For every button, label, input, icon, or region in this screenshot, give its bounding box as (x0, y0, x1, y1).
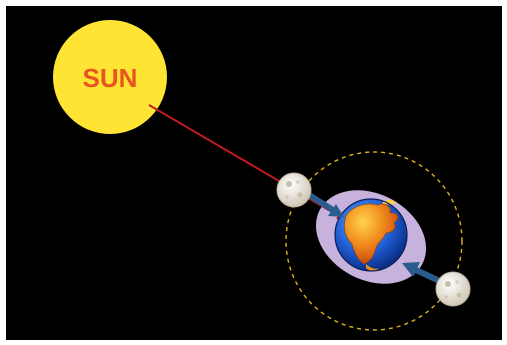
moon-icon (435, 271, 471, 307)
earth-isthmus (366, 264, 379, 271)
sun-label: SUN (83, 63, 138, 93)
earth-globe-icon (334, 198, 408, 272)
moon-gravity-arrow-upper (304, 190, 344, 217)
moon-icon (276, 172, 312, 208)
sun-disc (53, 20, 167, 134)
diagram-frame: SUN (6, 6, 502, 340)
tides-diagram: SUN (53, 20, 471, 331)
earth-continent (344, 203, 399, 265)
earth-greenland (382, 200, 396, 205)
sun: SUN (53, 20, 167, 134)
earth-outline (334, 198, 408, 272)
moon-orbit (285, 151, 463, 331)
